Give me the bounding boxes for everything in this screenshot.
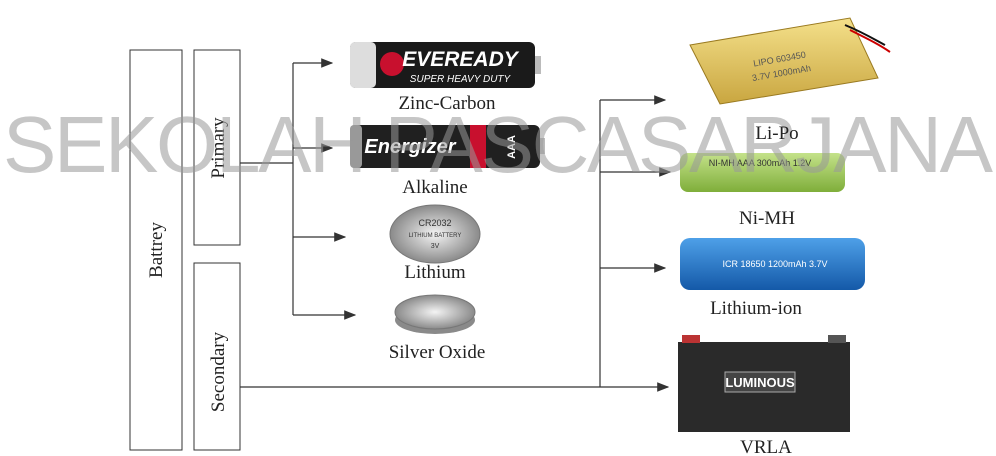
node-label: Ni-MH [739,208,795,229]
node-label: Li-Po [755,123,798,144]
battery-lithium-ion: ICR 18650 1200mAh 3.7V [680,238,865,290]
watermark: SEKOLAH PASCASARJANA [3,100,994,189]
node-label: Zinc-Carbon [398,93,496,114]
battery-text: 3V [431,243,440,250]
battery-silver-oxide [395,295,475,334]
node-label: Lithium-ion [710,298,802,319]
node-label: Silver Oxide [389,342,486,363]
battery-text: LUMINOUS [725,375,795,390]
diagram: Battrey Primary Secondary EVEREADY SUPER… [0,0,996,456]
root-label: Battrey [146,222,167,278]
battery-lithium: CR2032 LITHIUM BATTERY 3V [390,205,480,263]
node-label: VRLA [740,437,792,456]
battery-text: LITHIUM BATTERY [409,233,462,239]
battery-text: CR2032 [418,218,451,228]
battery-text: ICR 18650 1200mAh 3.7V [722,259,827,269]
battery-li-po: LIPO 603450 3.7V 1000mAh [690,18,890,104]
battery-zinc-carbon: EVEREADY SUPER HEAVY DUTY [350,42,541,88]
node-label: Lithium [404,262,465,283]
battery-text: SUPER HEAVY DUTY [410,74,512,85]
group-label: Secondary [208,331,229,412]
node-label: Alkaline [402,177,467,198]
battery-text: EVEREADY [402,48,520,71]
battery-vrla: LUMINOUS [678,335,850,432]
